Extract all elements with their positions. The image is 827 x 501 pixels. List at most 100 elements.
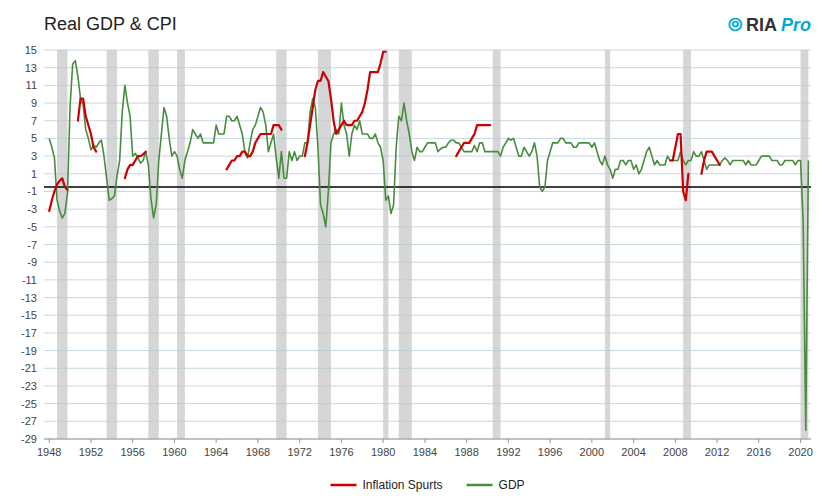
y-tick-label: 5 bbox=[31, 132, 37, 144]
x-tick bbox=[800, 439, 801, 443]
line-segment bbox=[456, 125, 490, 156]
x-tick-label: 1948 bbox=[37, 446, 61, 458]
x-tick bbox=[675, 439, 676, 443]
x-tick bbox=[758, 439, 759, 443]
x-axis-line bbox=[44, 439, 811, 440]
x-tick-label: 2000 bbox=[580, 446, 604, 458]
y-tick-label: 11 bbox=[26, 79, 37, 91]
chart: -29-27-25-23-21-19-17-15-13-11-9-7-5-3-1… bbox=[0, 0, 827, 501]
annotation: Pro bbox=[781, 15, 811, 35]
grid-line bbox=[44, 297, 811, 298]
y-tick-label: -15 bbox=[21, 309, 37, 321]
y-tick-label: 7 bbox=[31, 115, 37, 127]
y-tick-label: -9 bbox=[27, 256, 37, 268]
y-tick-label: -23 bbox=[21, 380, 37, 392]
x-tick-label: 1960 bbox=[162, 446, 186, 458]
reference-line bbox=[44, 186, 811, 188]
x-tick-label: 1964 bbox=[204, 446, 228, 458]
grid-line bbox=[44, 439, 811, 440]
y-tick-label: -11 bbox=[22, 274, 37, 286]
y-tick-label: -1 bbox=[27, 185, 37, 197]
grid-line bbox=[44, 173, 811, 174]
x-tick-label: 1980 bbox=[371, 446, 395, 458]
x-tick-label: 2004 bbox=[621, 446, 645, 458]
y-tick-label: 1 bbox=[31, 168, 37, 180]
legend-label: GDP bbox=[499, 478, 525, 492]
annotation: RIA bbox=[746, 15, 777, 35]
legend: Inflation Spurts GDP bbox=[331, 478, 525, 492]
line-segment bbox=[49, 178, 67, 211]
x-tick bbox=[216, 439, 217, 443]
x-tick bbox=[299, 439, 300, 443]
y-tick-label: -17 bbox=[21, 327, 37, 339]
grid-line bbox=[44, 67, 811, 68]
grid-line bbox=[44, 103, 811, 104]
x-tick-label: 1976 bbox=[329, 446, 353, 458]
y-tick-label: -5 bbox=[27, 221, 37, 233]
data bbox=[44, 52, 811, 430]
annotation: ⦾ bbox=[728, 15, 743, 35]
x-tick bbox=[424, 439, 425, 443]
x-tick-label: 2016 bbox=[747, 446, 771, 458]
legend-swatch bbox=[331, 484, 357, 487]
x-tick bbox=[550, 439, 551, 443]
grid-line bbox=[44, 138, 811, 139]
x-tick-label: 1952 bbox=[79, 446, 103, 458]
x-tick bbox=[591, 439, 592, 443]
x-tick bbox=[257, 439, 258, 443]
x-tick bbox=[90, 439, 91, 443]
x-tick-label: 2012 bbox=[705, 446, 729, 458]
grid-line bbox=[44, 403, 811, 404]
line-segment bbox=[305, 52, 386, 156]
x-tick bbox=[174, 439, 175, 443]
grid-line bbox=[44, 262, 811, 263]
y-tick-label: 3 bbox=[31, 150, 37, 162]
grid-line bbox=[44, 279, 811, 280]
x-tick bbox=[341, 439, 342, 443]
grid-line bbox=[44, 350, 811, 351]
grid-line bbox=[44, 209, 811, 210]
line-segment bbox=[125, 152, 146, 179]
y-tick-label: -3 bbox=[27, 203, 37, 215]
y-axis: -29-27-25-23-21-19-17-15-13-11-9-7-5-3-1… bbox=[21, 44, 37, 445]
series bbox=[49, 61, 808, 431]
x-tick-label: 2020 bbox=[788, 446, 812, 458]
grid-line bbox=[44, 332, 811, 333]
x-tick-label: 1968 bbox=[246, 446, 270, 458]
x-tick bbox=[49, 439, 50, 443]
legend-item: GDP bbox=[467, 478, 525, 492]
grid-line bbox=[44, 191, 811, 192]
grid-line bbox=[44, 368, 811, 369]
x-tick-label: 2008 bbox=[663, 446, 687, 458]
x-tick-label: 1984 bbox=[413, 446, 437, 458]
x-tick bbox=[466, 439, 467, 443]
logo: ⦾RIAPro bbox=[728, 15, 811, 35]
y-tick-label: -7 bbox=[27, 239, 37, 251]
line-segment bbox=[227, 125, 282, 169]
x-tick-label: 1956 bbox=[120, 446, 144, 458]
grid-line bbox=[44, 244, 811, 245]
grid-line bbox=[44, 120, 811, 121]
line bbox=[49, 61, 808, 431]
series bbox=[49, 52, 719, 211]
y-tick-label: 15 bbox=[25, 44, 37, 56]
x-tick bbox=[633, 439, 634, 443]
line-segment bbox=[78, 99, 96, 152]
y-tick-label: -21 bbox=[21, 362, 37, 374]
y-grid bbox=[44, 50, 811, 439]
legend-swatch bbox=[467, 484, 493, 487]
legend-label: Inflation Spurts bbox=[363, 478, 443, 492]
y-tick-label: -19 bbox=[21, 345, 37, 357]
grid-line bbox=[44, 85, 811, 86]
x-tick bbox=[717, 439, 718, 443]
grid-line bbox=[44, 226, 811, 227]
x-tick bbox=[132, 439, 133, 443]
x-tick-label: 1972 bbox=[287, 446, 311, 458]
line-segment bbox=[670, 134, 688, 200]
title: Real GDP & CPI bbox=[44, 14, 177, 34]
y-tick-label: -25 bbox=[21, 398, 37, 410]
grid-line bbox=[44, 385, 811, 386]
x-tick-label: 1996 bbox=[538, 446, 562, 458]
y-tick-label: 9 bbox=[31, 97, 37, 109]
y-tick-label: 13 bbox=[25, 62, 37, 74]
